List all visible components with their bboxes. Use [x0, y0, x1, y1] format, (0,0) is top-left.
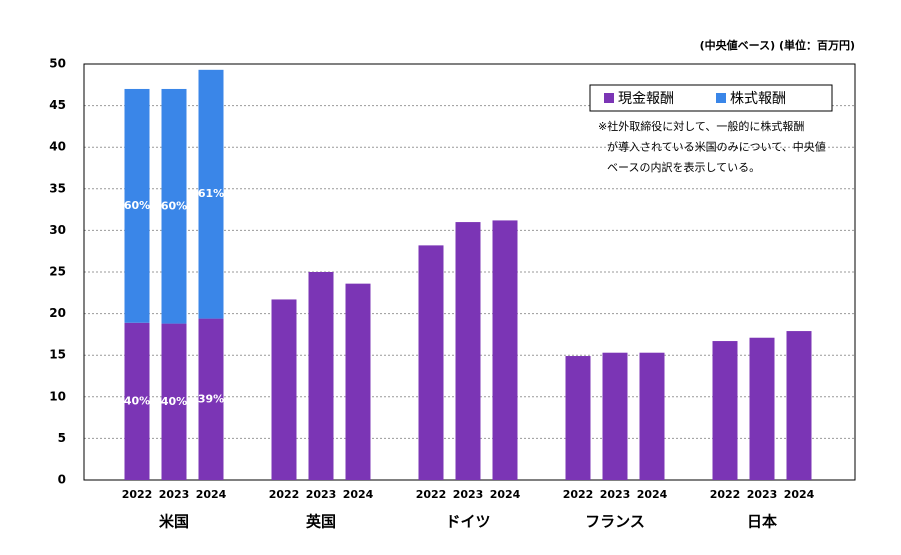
y-tick-label: 5	[58, 431, 66, 445]
bar	[492, 220, 518, 480]
x-tick-label: 2023	[453, 488, 484, 501]
bar	[124, 88, 150, 323]
group-label: フランス	[585, 513, 645, 531]
bar	[418, 245, 444, 480]
y-tick-label: 10	[49, 389, 66, 403]
percent-label: 60%	[161, 199, 187, 212]
bar	[345, 283, 371, 480]
x-tick-label: 2022	[563, 488, 594, 501]
bar	[308, 272, 334, 480]
bar	[124, 322, 150, 480]
legend-label: 株式報酬	[730, 91, 786, 107]
bar	[639, 352, 665, 480]
group-label: 英国	[306, 513, 336, 531]
x-tick-label: 2022	[416, 488, 447, 501]
x-tick-label: 2022	[269, 488, 300, 501]
y-tick-label: 50	[49, 57, 66, 71]
legend-box	[589, 84, 833, 112]
percent-label: 40%	[124, 394, 150, 407]
x-tick-label: 2022	[122, 488, 153, 501]
legend-swatch	[716, 93, 726, 103]
bar	[198, 318, 224, 480]
bar	[161, 88, 187, 324]
percent-label: 40%	[161, 395, 187, 408]
y-tick-label: 20	[49, 306, 66, 320]
x-tick-label: 2024	[343, 488, 374, 501]
bar	[198, 69, 224, 319]
group-label: ドイツ	[445, 513, 490, 531]
y-tick-label: 45	[49, 98, 66, 112]
bar	[565, 356, 591, 480]
x-tick-label: 2024	[784, 488, 815, 501]
bar	[271, 299, 297, 480]
percent-label: 39%	[198, 392, 224, 405]
x-tick-label: 2023	[747, 488, 778, 501]
x-tick-label: 2024	[637, 488, 668, 501]
bar	[786, 331, 812, 480]
note-line: ※社外取締役に対して、一般的に株式報酬	[598, 119, 804, 133]
bar	[602, 352, 628, 480]
bar	[712, 341, 738, 480]
group-label: 米国	[159, 513, 189, 531]
x-tick-label: 2022	[710, 488, 741, 501]
legend-label: 現金報酬	[618, 91, 674, 107]
y-tick-label: 40	[49, 140, 66, 154]
bar	[161, 323, 187, 480]
legend-swatch	[604, 93, 614, 103]
note-line: ベースの内訳を表示している。	[607, 160, 760, 174]
x-tick-label: 2024	[196, 488, 227, 501]
x-tick-label: 2023	[600, 488, 631, 501]
bar	[455, 222, 481, 480]
y-tick-label: 0	[58, 473, 66, 487]
bar	[749, 337, 775, 480]
x-tick-label: 2024	[490, 488, 521, 501]
x-tick-label: 2023	[159, 488, 190, 501]
y-tick-label: 15	[49, 348, 66, 362]
group-label: 日本	[747, 513, 777, 531]
x-tick-label: 2023	[306, 488, 337, 501]
y-tick-label: 30	[49, 223, 66, 237]
unit-note: (中央値ベース) (単位：百万円)	[700, 38, 855, 52]
percent-label: 60%	[124, 199, 150, 212]
note-line: が導入されている米国のみについて、中央値	[607, 140, 826, 154]
percent-label: 61%	[198, 187, 224, 200]
y-tick-label: 25	[49, 265, 66, 279]
y-tick-label: 35	[49, 181, 66, 195]
